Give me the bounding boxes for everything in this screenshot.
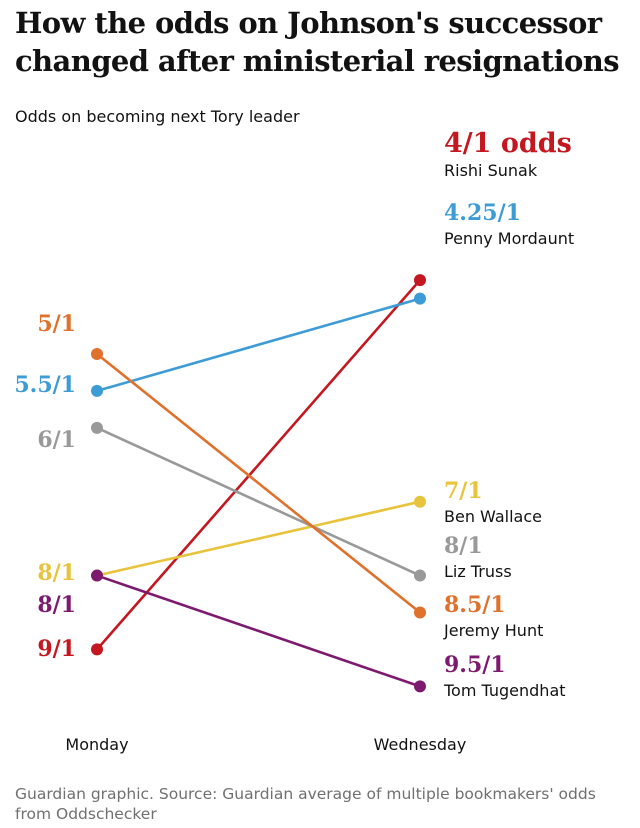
chart-subtitle: Odds on becoming next Tory leader bbox=[15, 107, 300, 126]
label-liz-truss-wednesday: 8/1 bbox=[444, 533, 483, 559]
name-liz-truss: Liz Truss bbox=[444, 562, 512, 581]
name-jeremy-hunt: Jeremy Hunt bbox=[443, 621, 543, 640]
point-rishi-sunak-wednesday bbox=[414, 274, 426, 287]
point-ben-wallace-wednesday bbox=[414, 495, 426, 508]
slope-chart: 9/1 4/1 odds Rishi Sunak 5.5/1 4.25/1 Penny M… bbox=[14, 128, 574, 754]
series-lines bbox=[96, 279, 421, 688]
series-dots bbox=[91, 274, 426, 693]
x-axis: Monday Wednesday bbox=[65, 735, 466, 754]
point-jeremy-hunt-wednesday bbox=[414, 606, 426, 619]
name-ben-wallace: Ben Wallace bbox=[444, 507, 542, 526]
label-rishi-sunak-monday: 9/1 bbox=[37, 636, 76, 662]
name-penny-mordaunt: Penny Mordaunt bbox=[444, 229, 574, 248]
point-tom-tugendhat-wednesday bbox=[414, 680, 426, 693]
name-rishi-sunak: Rishi Sunak bbox=[444, 161, 538, 180]
line-liz-truss bbox=[96, 426, 421, 577]
line-rishi-sunak bbox=[96, 279, 421, 651]
label-penny-mordaunt-monday: 5.5/1 bbox=[14, 372, 76, 398]
series-labels: 9/1 4/1 odds Rishi Sunak 5.5/1 4.25/1 Penny M… bbox=[14, 128, 574, 700]
point-jeremy-hunt-monday bbox=[91, 347, 103, 360]
point-penny-mordaunt-monday bbox=[91, 384, 103, 397]
x-tick-wednesday: Wednesday bbox=[374, 735, 467, 754]
point-penny-mordaunt-wednesday bbox=[414, 292, 426, 305]
label-liz-truss-monday: 6/1 bbox=[37, 427, 76, 453]
label-tom-tugendhat-wednesday: 9.5/1 bbox=[444, 652, 506, 678]
x-tick-monday: Monday bbox=[65, 735, 128, 754]
chart-title: How the odds on Johnson's successor chan… bbox=[15, 6, 620, 78]
line-jeremy-hunt bbox=[96, 352, 421, 614]
point-tom-tugendhat-monday bbox=[91, 569, 103, 582]
label-jeremy-hunt-wednesday: 8.5/1 bbox=[444, 592, 506, 618]
label-penny-mordaunt-wednesday: 4.25/1 bbox=[444, 200, 521, 226]
point-liz-truss-monday bbox=[91, 421, 103, 434]
source-note: Guardian graphic. Source: Guardian avera… bbox=[15, 785, 596, 823]
point-liz-truss-wednesday bbox=[414, 569, 426, 582]
name-tom-tugendhat: Tom Tugendhat bbox=[443, 681, 566, 700]
point-rishi-sunak-monday bbox=[91, 643, 103, 656]
label-jeremy-hunt-monday: 5/1 bbox=[37, 311, 76, 337]
line-penny-mordaunt bbox=[96, 297, 421, 393]
line-ben-wallace bbox=[96, 500, 421, 577]
label-ben-wallace-wednesday: 7/1 bbox=[444, 478, 483, 504]
label-tom-tugendhat-monday: 8/1 bbox=[37, 592, 76, 618]
label-rishi-sunak-wednesday: 4/1 odds bbox=[444, 128, 572, 159]
label-ben-wallace-monday: 8/1 bbox=[37, 560, 76, 586]
line-tom-tugendhat bbox=[96, 574, 421, 688]
